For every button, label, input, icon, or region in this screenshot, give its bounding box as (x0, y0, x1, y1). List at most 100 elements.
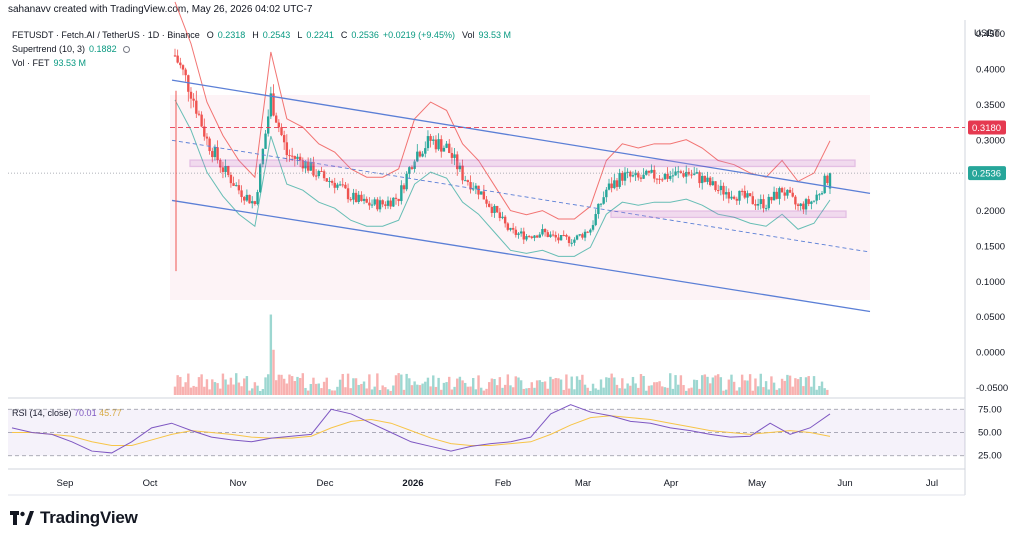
volume-bar (527, 388, 531, 395)
candle-body (586, 231, 589, 233)
volume-bar (440, 389, 443, 395)
candle-body (461, 165, 464, 181)
candle-body (280, 127, 283, 136)
supertrend-label: Supertrend (10, 3) (12, 44, 86, 54)
candle-body (208, 138, 211, 152)
volume-bar (573, 389, 576, 395)
candle-body (472, 188, 475, 190)
candle-body (408, 167, 411, 174)
volume-bar (671, 388, 675, 395)
volume-bar (341, 373, 344, 395)
volume-bar (349, 388, 352, 395)
volume-bar (472, 377, 475, 395)
candle-body (559, 235, 563, 241)
candle-body (810, 201, 813, 204)
volume-bar (740, 374, 744, 395)
candle-body (685, 171, 688, 177)
candle-body (296, 156, 299, 159)
volume-bar (687, 388, 691, 395)
candle-body (661, 179, 664, 181)
volume-bar (778, 388, 781, 395)
candle-body (669, 176, 672, 179)
candle-body (269, 93, 273, 117)
volume-bar (570, 376, 573, 395)
volume-bar (559, 379, 563, 395)
candle-body (506, 223, 510, 230)
change-value: +0.0219 (+9.45%) (382, 30, 455, 40)
rsi-legend[interactable]: RSI (14, close) 70.01 45.77 (12, 408, 122, 418)
volume-bar (187, 373, 190, 395)
y-tick-label: 0.4500 (976, 29, 1005, 40)
supertrend-row[interactable]: Supertrend (10, 3) 0.1882 (12, 42, 511, 56)
x-tick-label: May (748, 478, 766, 489)
y-tick-label: 0.4000 (976, 65, 1005, 76)
volume-bar (227, 384, 230, 395)
candle-body (482, 191, 486, 200)
volume-bar (599, 379, 603, 395)
volume-bar (690, 387, 693, 395)
volume-bar (629, 385, 632, 395)
candle-body (820, 193, 824, 195)
candle-body (229, 174, 233, 184)
candle-body (538, 234, 541, 238)
rsi-band (8, 409, 965, 456)
candle-body (549, 234, 552, 238)
volume-bar (823, 388, 826, 395)
candle-body (674, 171, 677, 176)
volume-bar (416, 384, 419, 395)
candle-body (421, 153, 424, 157)
volume-bar (479, 387, 483, 395)
volume-bar (551, 379, 555, 395)
volume-bar (482, 390, 486, 395)
volume-bar (738, 387, 741, 395)
candle-body (732, 196, 736, 199)
volume-bar (205, 379, 209, 395)
hide-indicator-icon[interactable] (122, 45, 130, 53)
candle-body (221, 167, 225, 172)
volume-bar (820, 381, 824, 395)
volume-row[interactable]: Vol · FET 93.53 M (12, 56, 511, 70)
candle-body (405, 173, 408, 190)
candle-body (618, 172, 621, 187)
volume-bar (376, 373, 379, 395)
volume-bar (434, 386, 438, 395)
volume-bar (631, 376, 635, 395)
volume-bar (567, 388, 571, 395)
volume-bar (727, 379, 731, 395)
volume-bar (304, 387, 307, 395)
candle-body (479, 191, 483, 195)
volume-bar (695, 380, 699, 395)
candle-body (466, 180, 470, 183)
candle-body (264, 133, 267, 149)
volume-bar (810, 386, 813, 395)
volume-bar (626, 383, 629, 395)
volume-bar (535, 380, 539, 395)
candle-body (724, 192, 728, 195)
rsi-line (11, 404, 831, 454)
candle-body (527, 236, 531, 238)
candle-body (514, 229, 518, 235)
candle-body (501, 216, 504, 219)
candle-body (176, 55, 179, 63)
candle-body (764, 208, 768, 210)
tradingview-logo[interactable]: TradingView (10, 508, 138, 528)
volume-bar (501, 387, 504, 395)
candle-body (424, 148, 427, 154)
volume-bar (607, 377, 611, 395)
volume-bar (802, 386, 805, 395)
candle-body (285, 142, 289, 156)
volume-bar (661, 386, 664, 395)
candle-body (389, 200, 392, 207)
volume-bar (197, 377, 201, 395)
candle-body (346, 188, 350, 200)
close-label: C (340, 30, 348, 40)
volume-bar (514, 376, 518, 395)
volume-bar (581, 374, 584, 395)
volume-bar (485, 388, 488, 395)
candle-body (535, 235, 539, 238)
candle-body (179, 62, 182, 66)
candle-body (746, 193, 749, 198)
symbol-title[interactable]: FETUSDT · Fetch.AI / TetherUS · 1D · Bin… (12, 30, 200, 40)
candle-body (352, 192, 355, 200)
